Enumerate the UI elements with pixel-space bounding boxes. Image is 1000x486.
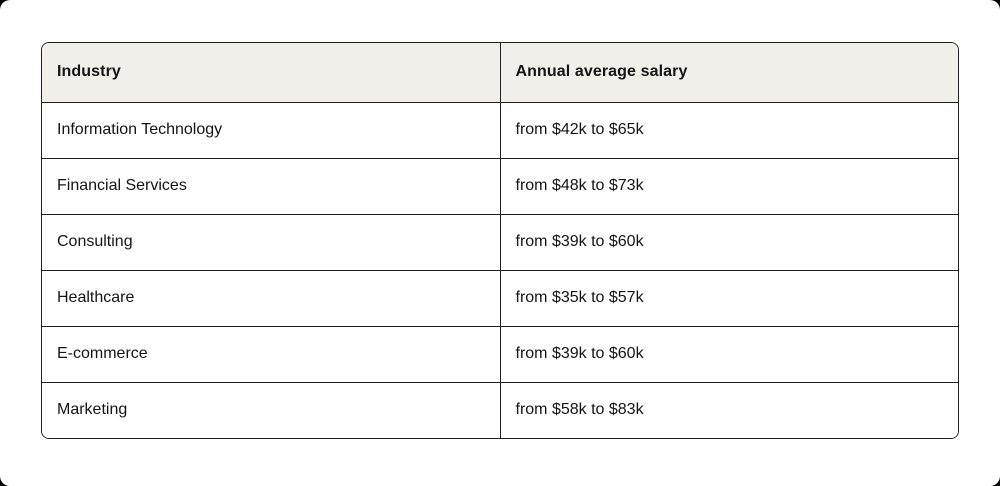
salary-cell: from $48k to $73k (500, 158, 958, 215)
table-row: Financial Services from $48k to $73k (42, 158, 958, 215)
table-header: Industry Annual average salary (42, 43, 958, 103)
industry-cell: Information Technology (42, 102, 501, 159)
industry-cell: Healthcare (42, 270, 501, 327)
industry-cell: Consulting (42, 214, 501, 271)
table-row: Healthcare from $35k to $57k (42, 270, 958, 327)
salary-cell: from $42k to $65k (500, 102, 958, 159)
column-header-industry: Industry (42, 43, 501, 103)
industry-cell: Marketing (42, 382, 501, 438)
table-row: Consulting from $39k to $60k (42, 214, 958, 271)
table-row: E-commerce from $39k to $60k (42, 326, 958, 383)
salary-table-frame: Industry Annual average salary Informati… (41, 42, 959, 439)
header-row: Industry Annual average salary (42, 43, 958, 103)
table-body: Information Technology from $42k to $65k F… (42, 102, 958, 438)
salary-cell: from $35k to $57k (500, 270, 958, 327)
industry-cell: E-commerce (42, 326, 501, 383)
salary-cell: from $39k to $60k (500, 326, 958, 383)
salary-table: Industry Annual average salary Informati… (42, 43, 958, 438)
salary-cell: from $58k to $83k (500, 382, 958, 438)
table-row: Marketing from $58k to $83k (42, 382, 958, 438)
table-row: Information Technology from $42k to $65k (42, 102, 958, 159)
column-header-salary: Annual average salary (500, 43, 958, 103)
salary-cell: from $39k to $60k (500, 214, 958, 271)
industry-cell: Financial Services (42, 158, 501, 215)
